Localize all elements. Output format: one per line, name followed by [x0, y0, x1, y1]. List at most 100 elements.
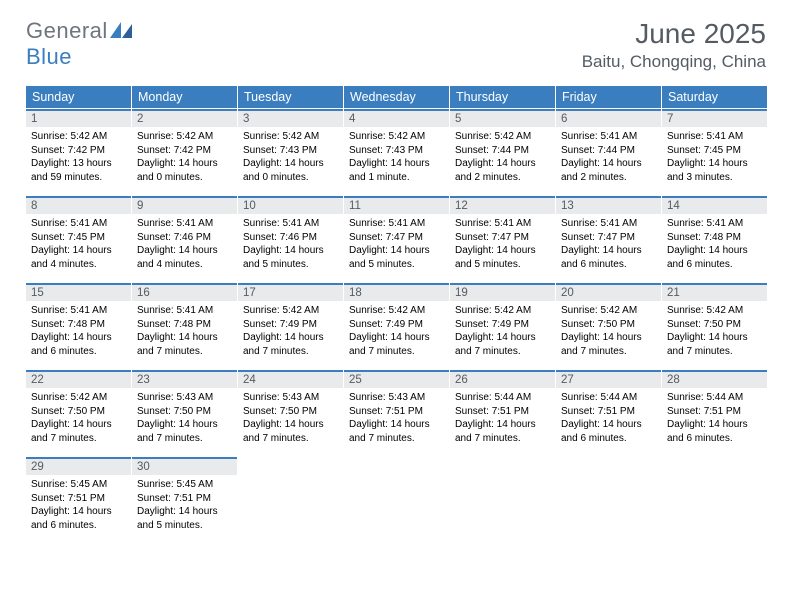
- day-number: 28: [662, 372, 767, 388]
- sunrise-text: Sunrise: 5:44 AM: [455, 391, 550, 405]
- daylight-text-1: Daylight: 14 hours: [455, 157, 550, 171]
- day-number: 26: [450, 372, 555, 388]
- sunset-text: Sunset: 7:45 PM: [31, 231, 126, 245]
- sunrise-text: Sunrise: 5:41 AM: [31, 217, 126, 231]
- day-details: Sunrise: 5:44 AMSunset: 7:51 PMDaylight:…: [662, 388, 767, 451]
- sunset-text: Sunset: 7:47 PM: [455, 231, 550, 245]
- sunset-text: Sunset: 7:44 PM: [561, 144, 656, 158]
- calendar-cell: 28Sunrise: 5:44 AMSunset: 7:51 PMDayligh…: [662, 370, 767, 456]
- calendar-cell: 6Sunrise: 5:41 AMSunset: 7:44 PMDaylight…: [556, 109, 661, 195]
- sunset-text: Sunset: 7:49 PM: [243, 318, 338, 332]
- daylight-text-1: Daylight: 14 hours: [349, 157, 444, 171]
- calendar-week-row: 22 Sunrise: 5:42 AMSunset: 7:50 PM Dayligh…: [26, 370, 766, 456]
- sunrise-text: Sunrise: 5:44 AM: [667, 391, 762, 405]
- calendar-cell-empty: [344, 457, 449, 543]
- calendar-cell-empty: [238, 457, 343, 543]
- calendar-cell: 12Sunrise: 5:41 AMSunset: 7:47 PMDayligh…: [450, 196, 555, 282]
- daylight-text-2: and 59 minutes.: [31, 171, 126, 185]
- day-number: 22: [26, 372, 131, 388]
- calendar-cell: 22Sunrise: 5:42 AMSunset: 7:50 PMDayligh…: [26, 370, 131, 456]
- day-number: 6: [556, 111, 661, 127]
- daylight-text-2: and 6 minutes.: [667, 258, 762, 272]
- sunset-text: Sunset: 7:47 PM: [349, 231, 444, 245]
- sunrise-text: Sunrise: 5:41 AM: [31, 304, 126, 318]
- weekday-header: Thursday: [450, 86, 555, 108]
- daylight-text-1: Daylight: 13 hours: [31, 157, 126, 171]
- day-number: 15: [26, 285, 131, 301]
- daylight-text-1: Daylight: 14 hours: [667, 244, 762, 258]
- sunrise-text: Sunrise: 5:42 AM: [31, 391, 126, 405]
- day-details: Sunrise: 5:41 AMSunset: 7:46 PMDaylight:…: [238, 214, 343, 277]
- daylight-text-1: Daylight: 14 hours: [243, 244, 338, 258]
- daylight-text-2: and 7 minutes.: [349, 345, 444, 359]
- day-number: 29: [26, 459, 131, 475]
- sunrise-text: Sunrise: 5:42 AM: [561, 304, 656, 318]
- daylight-text-2: and 5 minutes.: [455, 258, 550, 272]
- weekday-header-row: SundayMondayTuesdayWednesdayThursdayFrid…: [26, 86, 766, 108]
- calendar-week-row: 8Sunrise: 5:41 AMSunset: 7:45 PMDaylight…: [26, 196, 766, 282]
- daylight-text-2: and 1 minute.: [349, 171, 444, 185]
- daylight-text-2: and 5 minutes.: [137, 519, 232, 533]
- day-details: Sunrise: 5:43 AMSunset: 7:50 PMDaylight:…: [132, 388, 237, 451]
- daylight-text-1: Daylight: 14 hours: [137, 418, 232, 432]
- daylight-text-2: and 7 minutes.: [455, 432, 550, 446]
- calendar-cell-empty: [662, 457, 767, 543]
- daylight-text-1: Daylight: 14 hours: [243, 418, 338, 432]
- calendar-cell: 25Sunrise: 5:43 AMSunset: 7:51 PMDayligh…: [344, 370, 449, 456]
- day-number: 25: [344, 372, 449, 388]
- daylight-text-2: and 6 minutes.: [31, 519, 126, 533]
- daylight-text-1: Daylight: 14 hours: [455, 244, 550, 258]
- sunrise-text: Sunrise: 5:45 AM: [137, 478, 232, 492]
- calendar-cell: 14Sunrise: 5:41 AMSunset: 7:48 PMDayligh…: [662, 196, 767, 282]
- daylight-text-2: and 7 minutes.: [349, 432, 444, 446]
- calendar-cell: 20Sunrise: 5:42 AMSunset: 7:50 PMDayligh…: [556, 283, 661, 369]
- page-title: June 2025: [582, 18, 766, 50]
- calendar-cell: 27Sunrise: 5:44 AMSunset: 7:51 PMDayligh…: [556, 370, 661, 456]
- daylight-text-2: and 7 minutes.: [561, 345, 656, 359]
- daylight-text-1: Daylight: 14 hours: [349, 418, 444, 432]
- calendar-cell: 26 Sunrise: 5:44 AMSunset: 7:51 PMDayligh…: [450, 370, 555, 456]
- daylight-text-2: and 5 minutes.: [349, 258, 444, 272]
- sunset-text: Sunset: 7:48 PM: [137, 318, 232, 332]
- day-number: 19: [450, 285, 555, 301]
- day-number: 8: [26, 198, 131, 214]
- daylight-text-2: and 6 minutes.: [561, 258, 656, 272]
- sunrise-text: Sunrise: 5:42 AM: [667, 304, 762, 318]
- sunrise-text: Sunrise: 5:41 AM: [667, 217, 762, 231]
- sunrise-text: Sunrise: 5:42 AM: [243, 304, 338, 318]
- day-details: Sunrise: 5:43 AMSunset: 7:51 PMDaylight:…: [344, 388, 449, 451]
- day-details: Sunrise: 5:41 AMSunset: 7:48 PMDaylight:…: [662, 214, 767, 277]
- daylight-text-2: and 7 minutes.: [31, 432, 126, 446]
- day-details: Sunrise: 5:41 AMSunset: 7:47 PMDaylight:…: [556, 214, 661, 277]
- calendar-cell: 9Sunrise: 5:41 AMSunset: 7:46 PMDaylight…: [132, 196, 237, 282]
- day-number: 9: [132, 198, 237, 214]
- sunset-text: Sunset: 7:51 PM: [455, 405, 550, 419]
- sunset-text: Sunset: 7:42 PM: [137, 144, 232, 158]
- calendar-cell: 29Sunrise: 5:45 AMSunset: 7:51 PMDayligh…: [26, 457, 131, 543]
- daylight-text-2: and 7 minutes.: [455, 345, 550, 359]
- calendar-cell: 15Sunrise: 5:41 AMSunset: 7:48 PMDayligh…: [26, 283, 131, 369]
- day-details: Sunrise: 5:42 AMSunset: 7:43 PMDaylight:…: [344, 127, 449, 190]
- day-details: Sunrise: 5:42 AMSunset: 7:50 PMDaylight:…: [662, 301, 767, 364]
- day-details: Sunrise: 5:42 AMSunset: 7:44 PMDaylight:…: [450, 127, 555, 190]
- sunrise-text: Sunrise: 5:42 AM: [31, 130, 126, 144]
- day-details: Sunrise: 5:42 AMSunset: 7:50 PMDaylight:…: [556, 301, 661, 364]
- sunrise-text: Sunrise: 5:42 AM: [243, 130, 338, 144]
- daylight-text-1: Daylight: 14 hours: [137, 505, 232, 519]
- title-block: June 2025 Baitu, Chongqing, China: [582, 18, 766, 72]
- daylight-text-1: Daylight: 14 hours: [455, 418, 550, 432]
- daylight-text-2: and 6 minutes.: [31, 345, 126, 359]
- calendar-table: SundayMondayTuesdayWednesdayThursdayFrid…: [26, 86, 766, 543]
- sunset-text: Sunset: 7:46 PM: [137, 231, 232, 245]
- sunset-text: Sunset: 7:50 PM: [31, 405, 126, 419]
- daylight-text-1: Daylight: 14 hours: [137, 244, 232, 258]
- logo-sail-icon: [110, 18, 132, 44]
- day-details: Sunrise: 5:41 AMSunset: 7:48 PMDaylight:…: [132, 301, 237, 364]
- calendar-week-row: 29Sunrise: 5:45 AMSunset: 7:51 PMDayligh…: [26, 457, 766, 543]
- calendar-week-row: 15Sunrise: 5:41 AMSunset: 7:48 PMDayligh…: [26, 283, 766, 369]
- day-details: Sunrise: 5:41 AMSunset: 7:45 PMDaylight:…: [662, 127, 767, 190]
- calendar-cell: 2Sunrise: 5:42 AMSunset: 7:42 PMDaylight…: [132, 109, 237, 195]
- calendar-cell: 30Sunrise: 5:45 AMSunset: 7:51 PMDayligh…: [132, 457, 237, 543]
- day-details: Sunrise: 5:42 AMSunset: 7:49 PMDaylight:…: [344, 301, 449, 364]
- sunset-text: Sunset: 7:48 PM: [667, 231, 762, 245]
